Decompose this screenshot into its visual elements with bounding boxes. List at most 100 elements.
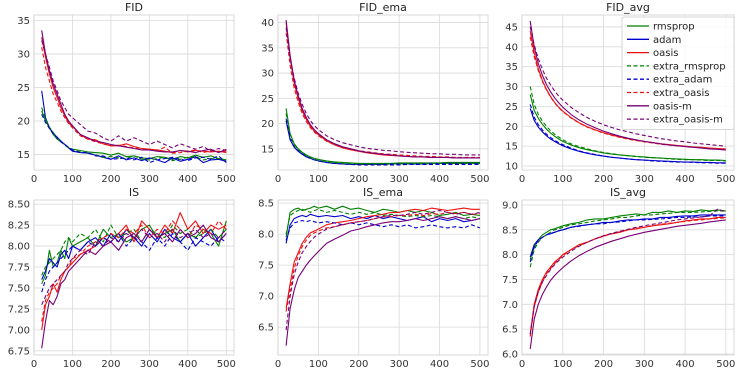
x-tick-label: 200 — [101, 174, 120, 185]
series-line-oasis-m — [529, 219, 726, 350]
x-tick-label: 100 — [63, 174, 82, 185]
y-tick-label: 7.0 — [502, 300, 518, 311]
series-line-extra_oasis-m — [285, 27, 480, 156]
subplot-title: FID_avg — [606, 1, 650, 14]
series-line-extra_oasis-m — [529, 26, 726, 147]
x-tick-label: 200 — [101, 359, 120, 370]
legend-label: extra_oasis — [653, 88, 710, 99]
y-tick-label: 8.5 — [502, 225, 518, 236]
x-tick-label: 100 — [309, 359, 328, 370]
subplot-is-ema: IS_ema 6.5 7.0 7.5 8.0 8.5 0 100 200 300 400 500 — [258, 186, 489, 370]
y-tick-label: 8.5 — [258, 199, 274, 210]
subplot-is: IS 6.75 7.00 7.25 7.50 7.75 8.00 8.25 8.50 0 100 20… — [8, 186, 236, 370]
x-tick-label: 500 — [217, 359, 236, 370]
y-tick-label: 30 — [17, 49, 30, 60]
x-tick-label: 500 — [217, 174, 236, 185]
series-line-oasis-m — [41, 224, 227, 349]
y-tick-label: 8.0 — [502, 250, 518, 261]
subplot-title: FID — [125, 1, 143, 14]
legend-box — [621, 16, 735, 130]
subplot-title: IS — [129, 186, 139, 199]
series-line-extra_adam — [41, 114, 227, 164]
series-line-extra_oasis — [41, 47, 227, 154]
x-tick-label: 100 — [553, 359, 572, 370]
y-tick-label: 7.00 — [8, 325, 30, 336]
x-tick-label: 300 — [390, 174, 409, 185]
y-tick-label: 8.00 — [8, 242, 30, 253]
x-tick-label: 0 — [31, 174, 37, 185]
y-tick-label: 15 — [505, 142, 518, 153]
x-tick-label: 200 — [594, 174, 613, 185]
series-line-extra_oasis — [285, 211, 480, 312]
x-tick-label: 400 — [676, 174, 695, 185]
y-tick-label: 35 — [17, 16, 30, 27]
x-tick-label: 400 — [178, 174, 197, 185]
series-line-oasis-m — [41, 30, 227, 154]
series-line-oasis — [285, 207, 480, 309]
x-tick-label: 0 — [31, 359, 37, 370]
x-tick-label: 0 — [275, 174, 281, 185]
legend-label: extra_rmsprop — [653, 61, 726, 72]
x-tick-label: 200 — [349, 359, 368, 370]
plot-frame — [33, 14, 235, 171]
y-tick-label: 15 — [261, 144, 274, 155]
y-tick-label: 35 — [505, 62, 518, 73]
y-tick-label: 15 — [17, 150, 30, 161]
series-line-extra_oasis — [529, 217, 726, 337]
y-tick-label: 20 — [505, 122, 518, 133]
y-tick-label: 25 — [261, 94, 274, 105]
x-tick-label: 0 — [519, 174, 525, 185]
x-tick-label: 500 — [470, 174, 489, 185]
y-tick-label: 8.50 — [8, 200, 30, 211]
x-tick-label: 300 — [140, 359, 159, 370]
subplot-title: IS_ema — [363, 186, 403, 199]
y-tick-label: 7.75 — [8, 263, 30, 274]
series-line-extra_rmsprop — [529, 86, 726, 162]
legend-label: extra_oasis-m — [653, 115, 723, 126]
series-line-rmsprop — [41, 110, 227, 161]
y-tick-label: 8.25 — [8, 221, 30, 232]
series-line-extra_oasis — [285, 32, 480, 158]
plot-frame — [521, 199, 735, 356]
legend-label: extra_adam — [653, 75, 712, 86]
legend-label: adam — [653, 35, 681, 46]
x-tick-label: 500 — [470, 359, 489, 370]
x-tick-label: 0 — [519, 359, 525, 370]
x-tick-label: 0 — [275, 359, 281, 370]
subplot-is-avg: IS_avg 6.0 6.5 7.0 7.5 8.0 8.5 9.0 0 100 200 300 400… — [502, 186, 735, 370]
series-line-extra_oasis-m — [41, 40, 227, 152]
x-tick-label: 400 — [430, 174, 449, 185]
y-tick-label: 7.0 — [258, 292, 274, 303]
legend-label: rmsprop — [653, 22, 695, 33]
y-tick-label: 8.0 — [258, 230, 274, 241]
series-line-adam — [41, 228, 227, 280]
y-tick-label: 30 — [261, 69, 274, 80]
plot-frame — [277, 14, 489, 171]
y-tick-label: 10 — [505, 162, 518, 173]
y-tick-label: 9.0 — [502, 200, 518, 211]
y-tick-label: 30 — [505, 82, 518, 93]
x-tick-label: 300 — [390, 359, 409, 370]
series-line-adam — [41, 90, 227, 164]
y-tick-label: 25 — [505, 102, 518, 113]
y-tick-label: 6.0 — [502, 350, 518, 361]
x-tick-label: 500 — [716, 359, 735, 370]
y-tick-label: 7.5 — [258, 261, 274, 272]
x-tick-label: 500 — [716, 174, 735, 185]
series-line-oasis — [285, 22, 480, 159]
y-tick-label: 6.75 — [8, 346, 30, 357]
series-line-oasis-m — [285, 216, 481, 346]
y-tick-label: 45 — [505, 22, 518, 33]
x-tick-label: 100 — [63, 359, 82, 370]
x-tick-label: 300 — [635, 359, 654, 370]
x-tick-label: 100 — [309, 174, 328, 185]
series-line-extra_adam — [529, 104, 726, 164]
y-tick-label: 7.5 — [502, 275, 518, 286]
series-line-extra_oasis — [41, 220, 227, 322]
series-line-oasis — [529, 216, 726, 335]
subplot-fid: FID 15 20 25 30 35 0 100 200 300 400 500 — [17, 1, 236, 185]
x-tick-label: 300 — [140, 174, 159, 185]
y-tick-label: 20 — [261, 119, 274, 130]
x-tick-label: 200 — [594, 359, 613, 370]
